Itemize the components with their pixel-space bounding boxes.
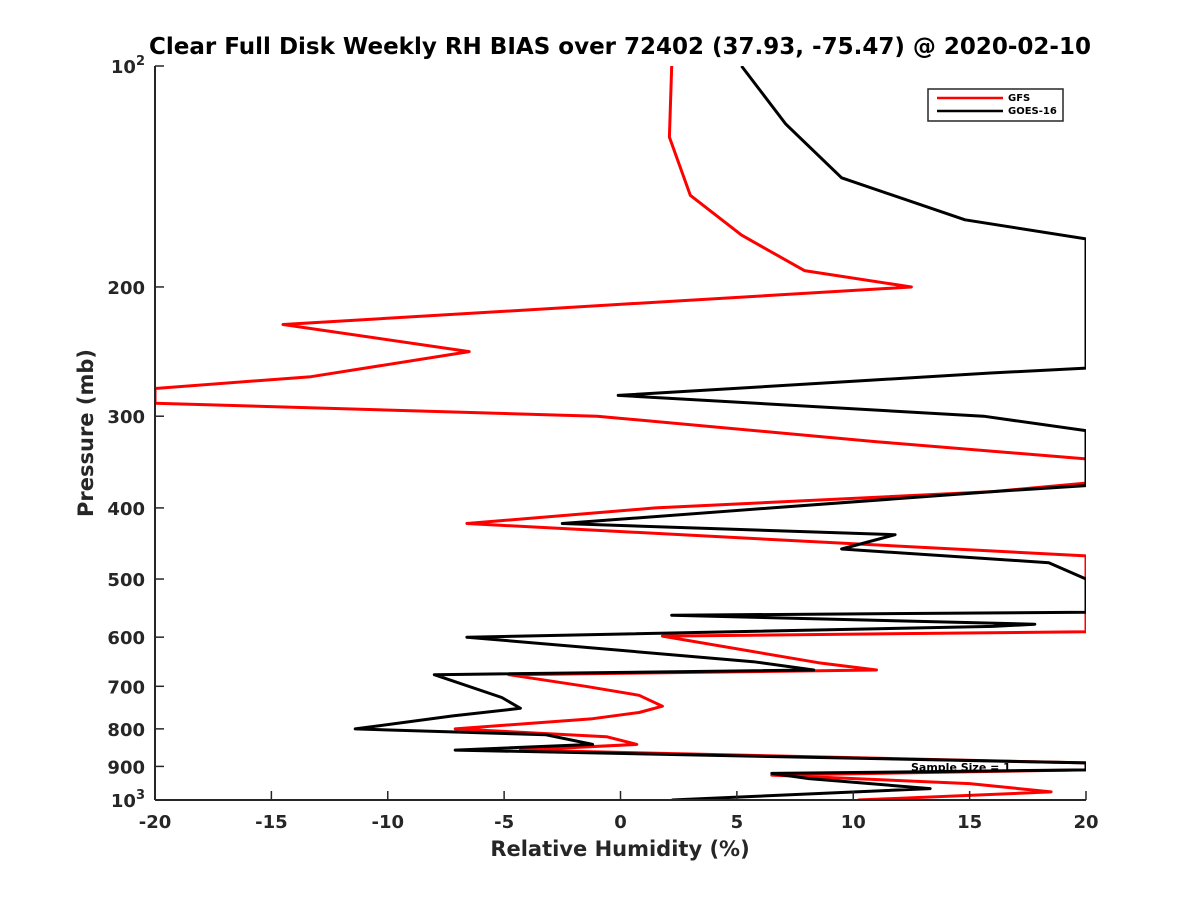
- x-tick-label: -20: [139, 812, 172, 833]
- sample-size-annotation: Sample Size = 1: [911, 761, 1011, 774]
- x-axis-label: Relative Humidity (%): [490, 837, 749, 861]
- y-tick-label: 800: [107, 720, 145, 741]
- y-axis-label: Pressure (mb): [74, 349, 98, 517]
- x-tick-label: -15: [255, 812, 288, 833]
- legend: GFS GOES-16: [927, 88, 1064, 122]
- series-layer: [155, 66, 1086, 800]
- y-tick-label: 200: [107, 278, 145, 299]
- series-line-goes-16: [353, 66, 1086, 800]
- x-tick-label: -10: [371, 812, 404, 833]
- legend-box: [927, 88, 1064, 122]
- chart-title: Clear Full Disk Weekly RH BIAS over 7240…: [149, 34, 1091, 60]
- x-tick-label: 5: [731, 812, 744, 833]
- x-ticks: -20 -15 -10 -5 0 5 10 15 20: [139, 791, 1099, 833]
- x-tick-label: 15: [957, 812, 982, 833]
- y-tick-label: 700: [107, 677, 145, 698]
- y-tick-label: 900: [107, 757, 145, 778]
- y-tick-label: 102: [111, 54, 145, 78]
- legend-label-gfs: GFS: [1008, 93, 1030, 104]
- series-line-gfs: [155, 66, 1086, 800]
- x-tick-label: -5: [494, 812, 514, 833]
- x-tick-label: 10: [841, 812, 866, 833]
- y-tick-label: 500: [107, 570, 145, 591]
- y-tick-label: 300: [107, 407, 145, 428]
- legend-label-goes-16: GOES-16: [1008, 106, 1057, 117]
- y-ticks: 102 200 300 400 500 600 700 800 900 103: [107, 54, 164, 812]
- y-tick-label: 103: [111, 788, 145, 812]
- x-tick-label: 0: [614, 812, 627, 833]
- x-tick-label: 20: [1073, 812, 1098, 833]
- plot-area: [155, 66, 1086, 800]
- y-tick-label: 600: [107, 628, 145, 649]
- y-tick-label: 400: [107, 499, 145, 520]
